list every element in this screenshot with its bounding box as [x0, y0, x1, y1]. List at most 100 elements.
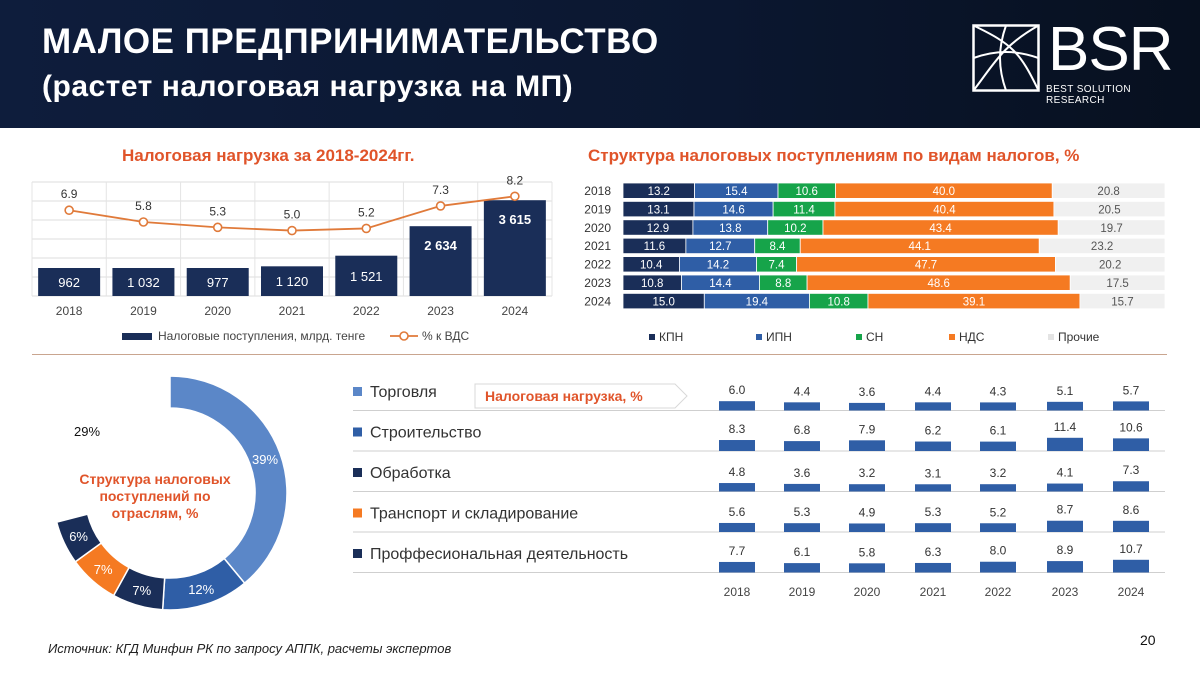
segment	[1038, 237, 1166, 255]
mini-bar	[915, 402, 951, 411]
segment	[1053, 200, 1166, 218]
mini-bar	[784, 563, 820, 573]
segment-value-label: 14.2	[707, 260, 729, 272]
page-subtitle: (растет налоговая нагрузка на МП)	[42, 70, 574, 103]
legend-swatch	[649, 334, 655, 340]
mini-bar	[1113, 401, 1149, 411]
row-label: 2020	[584, 221, 611, 235]
segment-value-label: 40.4	[933, 204, 956, 216]
segment-value-label: 43.4	[929, 223, 952, 235]
row-label: 2018	[584, 184, 611, 198]
bar-value-label: 2 634	[424, 238, 457, 253]
bar-value-label: 1 032	[127, 275, 160, 290]
line-value-label: 7.3	[432, 183, 449, 197]
mini-bar-value: 4.4	[925, 384, 942, 398]
mini-bar	[784, 441, 820, 451]
bar	[186, 268, 249, 296]
mini-bar-value: 5.2	[990, 505, 1007, 519]
mini-bar	[980, 561, 1016, 573]
mini-bar-value: 8.9	[1057, 543, 1074, 557]
mini-bar-value: 7.3	[1123, 463, 1140, 477]
segment-value-label: 8.8	[775, 278, 791, 290]
mini-bar	[784, 402, 820, 411]
mini-bar-value: 5.6	[729, 505, 746, 519]
industry-label: Проффесиональная деятельность	[370, 546, 628, 563]
segment-value-label: 23.2	[1091, 241, 1113, 253]
mini-bar-value: 3.1	[925, 466, 942, 480]
mini-bar	[849, 440, 885, 451]
segment-value-label: 10.8	[641, 278, 663, 290]
tax-burden-chart: 962 2018 1 032 2019 977 2020 1 120 2021 1 521 202…	[31, 173, 553, 343]
segment-value-label: 14.4	[709, 278, 732, 290]
mini-bar	[849, 484, 885, 492]
x-tick-label: 2020	[204, 304, 231, 318]
line-point	[138, 217, 149, 227]
industry-burden-chart: Торговля 6.0 4.4 3.6 4.4 4.3 5.1 5.7 Строительст…	[353, 383, 1165, 599]
mini-bar-value: 4.8	[729, 465, 746, 479]
mini-bar-value: 6.0	[729, 383, 746, 397]
tax-burden-chart-title: Налоговая нагрузка за 2018-2024гг.	[122, 146, 415, 165]
mini-bar-value: 8.6	[1123, 503, 1140, 517]
legend-label: КПН	[659, 330, 683, 344]
mini-bar-value: 5.7	[1123, 383, 1140, 397]
mini-bar	[849, 563, 885, 573]
segment	[1055, 256, 1166, 273]
segment-value-label: 19.7	[1100, 223, 1122, 235]
segment-value-label: 13.2	[648, 186, 670, 198]
mini-bar-value: 6.3	[925, 545, 942, 559]
x-tick-label: 2018	[56, 304, 83, 318]
segment-value-label: 40.0	[933, 186, 955, 198]
logo-mark-icon	[972, 24, 1040, 92]
mini-bar	[1047, 520, 1083, 532]
mini-bar	[1047, 561, 1083, 573]
mini-bar	[1113, 481, 1149, 492]
bar-value-label: 962	[58, 275, 80, 290]
segment-value-label: 44.1	[909, 241, 931, 253]
mini-bar	[784, 483, 820, 492]
mini-bar	[980, 441, 1016, 451]
bar-value-label: 1 120	[276, 274, 309, 289]
segment-value-label: 15.7	[1111, 296, 1133, 308]
row-label: 2024	[584, 294, 611, 308]
mini-bar	[915, 562, 951, 573]
mini-bar	[1113, 559, 1149, 573]
line-point	[64, 205, 74, 216]
segment-value-label: 15.4	[725, 186, 748, 198]
line-value-label: 8.2	[507, 173, 524, 187]
donut-title: Структура налоговых поступлений по отрасля…	[79, 471, 230, 521]
mini-bar	[719, 440, 755, 451]
bar	[38, 268, 101, 296]
x-tick-label: 2024	[1118, 585, 1145, 599]
segment-value-label: 20.2	[1099, 260, 1121, 272]
x-tick-label: 2019	[130, 304, 157, 318]
line-point	[212, 222, 223, 233]
industry-marker	[353, 387, 362, 396]
segment-value-label: 39.1	[963, 296, 985, 308]
donut-title-line: поступлений по	[99, 488, 210, 504]
segment-value-label: 17.5	[1106, 278, 1128, 290]
slice-label: 7%	[132, 583, 151, 598]
segment-value-label: 48.6	[927, 278, 949, 290]
line-value-label: 5.3	[209, 204, 226, 218]
mini-bar	[915, 441, 951, 451]
segment-value-label: 13.8	[719, 223, 741, 235]
mini-bar-value: 4.4	[794, 384, 811, 398]
mini-bar-value: 8.0	[990, 544, 1007, 558]
segment	[1057, 219, 1166, 236]
industry-label: Обработка	[370, 465, 451, 482]
mini-bar-value: 3.6	[859, 385, 876, 399]
mini-bar	[980, 484, 1016, 492]
legend-label: СН	[866, 330, 883, 344]
logo-text: BSR	[1048, 15, 1173, 84]
segment-value-label: 20.5	[1098, 204, 1120, 216]
mini-bar	[849, 402, 885, 411]
donut-title-line: Структура налоговых	[79, 471, 230, 487]
mini-bar-value: 10.7	[1119, 542, 1143, 556]
donut-title-line: отраслям, %	[112, 505, 199, 521]
mini-bar	[1047, 483, 1083, 492]
line-value-label: 6.9	[61, 187, 78, 201]
line-point	[510, 191, 520, 202]
tax-structure-chart-title: Структура налоговых поступлениям по вида…	[588, 146, 1080, 165]
legend-swatch	[856, 334, 862, 340]
mini-bar-value: 3.2	[990, 466, 1007, 480]
